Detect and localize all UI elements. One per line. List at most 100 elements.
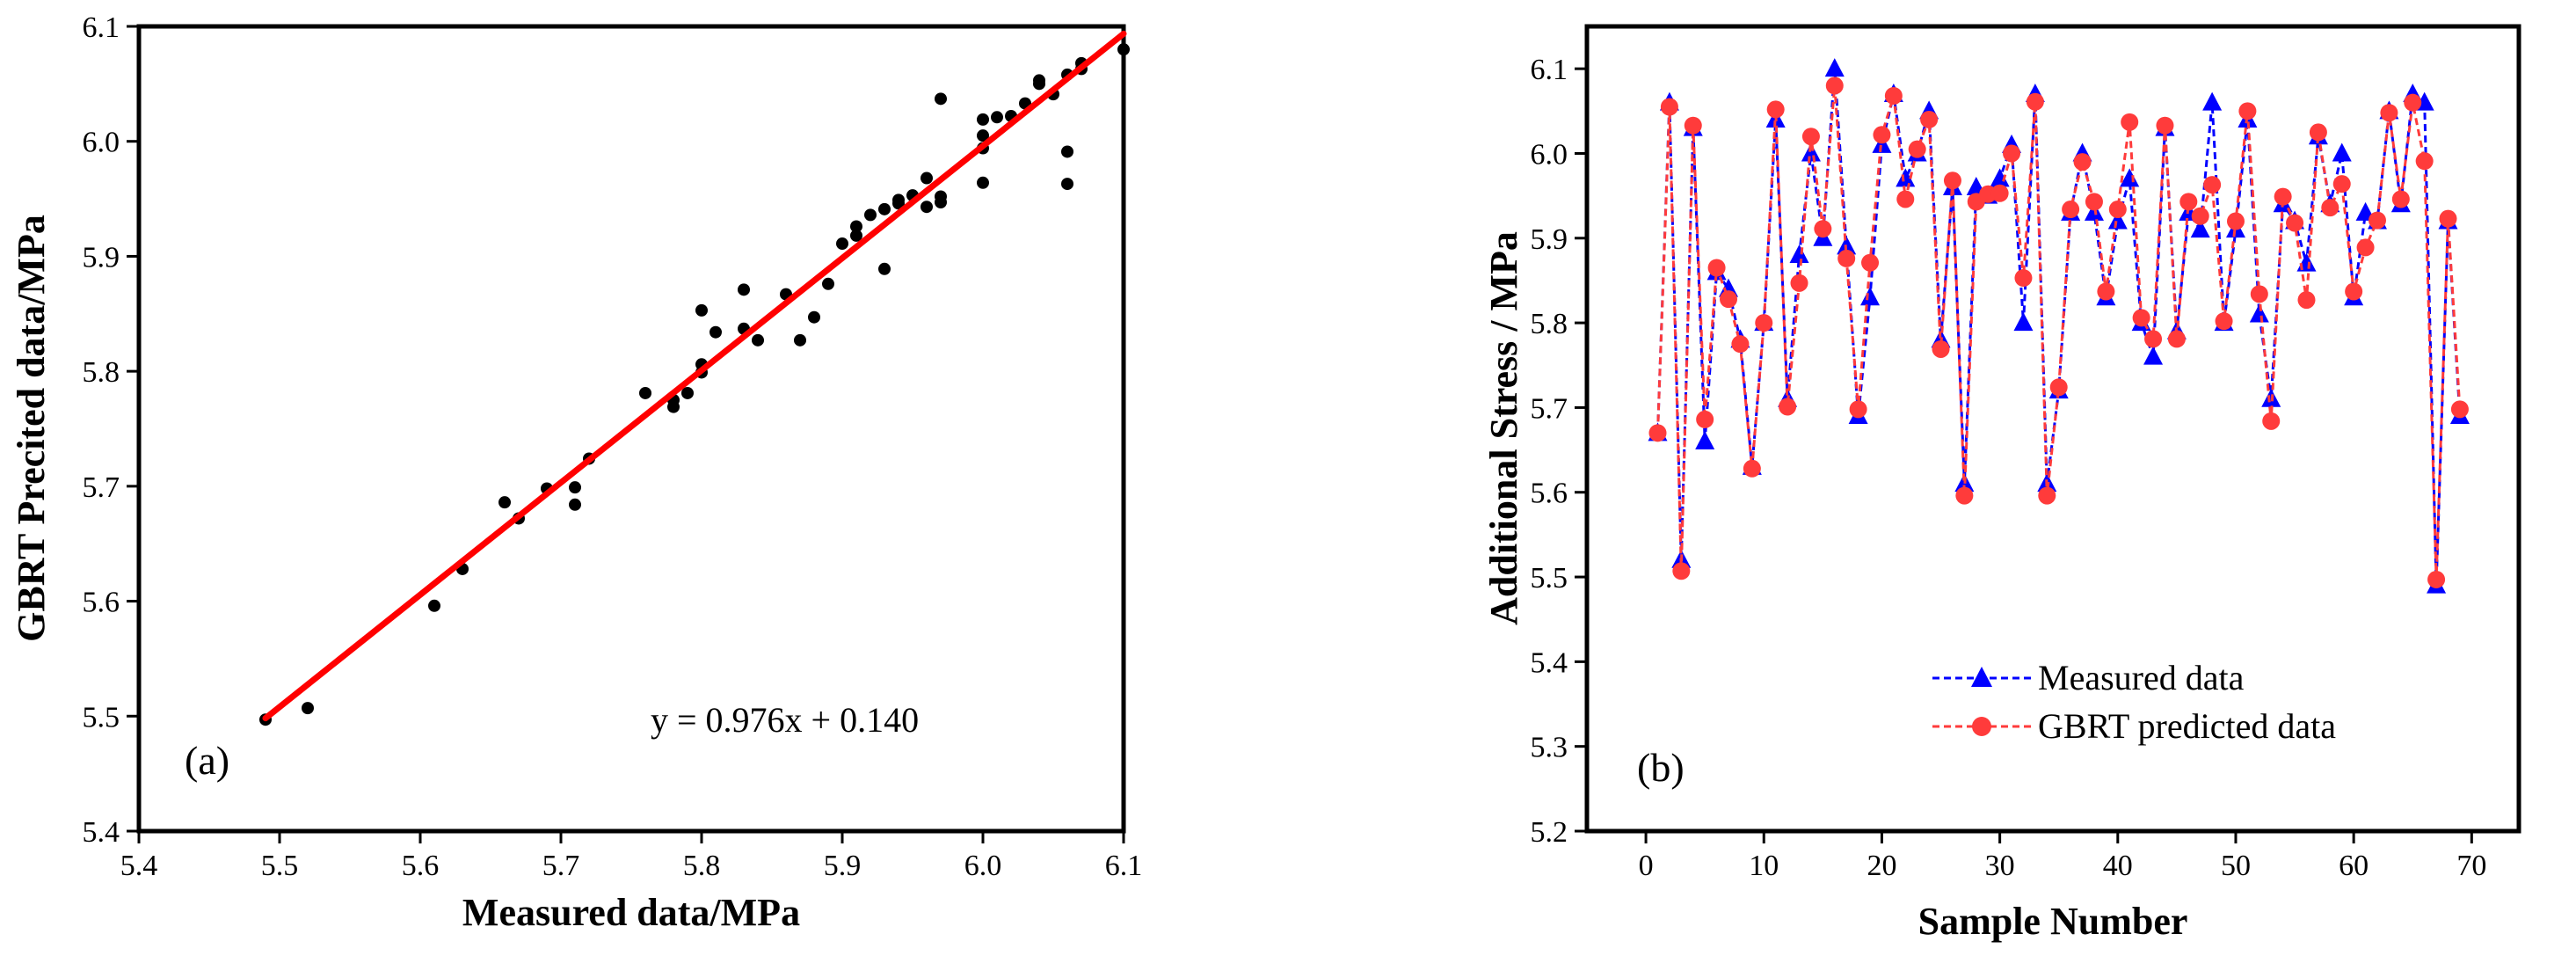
panel-a-x-axis-title: Measured data/MPa	[462, 891, 800, 934]
predicted-point-marker	[1696, 410, 1714, 428]
panel-a-y-tick-label: 5.8	[83, 356, 120, 389]
scatter-point	[302, 702, 314, 715]
measured-point-marker	[2143, 346, 2164, 365]
panel-b-y-tick-label: 5.5	[1531, 562, 1568, 595]
predicted-point-marker	[2297, 291, 2316, 310]
predicted-point-marker	[2450, 400, 2469, 419]
predicted-point-marker	[2404, 93, 2422, 112]
scatter-point	[836, 237, 848, 251]
panel-a-x-tick-label: 5.7	[542, 850, 580, 882]
measured-point-marker	[2107, 210, 2128, 230]
scatter-point	[681, 386, 694, 399]
scatter-point	[977, 176, 989, 189]
predicted-point-marker	[2191, 207, 2209, 225]
measured-point-marker	[2190, 219, 2210, 238]
panel-b-y-tick-label: 5.4	[1531, 646, 1568, 679]
predicted-point-marker	[2274, 187, 2292, 206]
scatter-point	[695, 303, 708, 317]
predicted-point-marker	[1849, 400, 1867, 419]
predicted-point-marker	[1672, 562, 1691, 580]
predicted-point-marker	[2321, 199, 2340, 217]
measured-point-marker	[1824, 58, 1845, 77]
predicted-point-marker	[1955, 486, 1974, 505]
panel-a-x-tick-label: 6.1	[1105, 850, 1143, 882]
predicted-point-marker	[2049, 378, 2068, 397]
predicted-point-marker	[2156, 116, 2174, 135]
panel-b-y-tick-label: 5.2	[1531, 816, 1568, 849]
predicted-point-marker	[1731, 335, 1750, 354]
panel-b-y-tick-label: 5.7	[1531, 392, 1568, 425]
predicted-point-marker	[2097, 282, 2115, 301]
scatter-point	[709, 325, 722, 339]
legend-predicted-circle-marker	[1972, 717, 1991, 736]
scatter-point	[752, 333, 764, 347]
predicted-point-marker	[2203, 176, 2222, 194]
predicted-point-marker	[1990, 184, 2009, 202]
scatter-point	[878, 202, 891, 215]
panel-b-y-tick-label: 6.0	[1531, 138, 1568, 171]
panel-b-y-axis-title: Additional Stress / MPa	[1482, 231, 1525, 625]
predicted-point-marker	[1684, 116, 1702, 135]
panel-a-x-tick-label: 5.5	[261, 850, 299, 882]
predicted-point-marker	[1837, 249, 1856, 267]
predicted-point-marker	[2085, 193, 2103, 211]
predicted-point-marker	[2226, 212, 2245, 230]
predicted-point-marker	[2356, 238, 2375, 257]
panel-b-x-tick-label: 40	[2103, 850, 2133, 882]
scatter-point	[1061, 145, 1073, 158]
scatter-point	[864, 208, 877, 222]
panel-b-legend: Measured data GBRT predicted data	[1932, 658, 2336, 746]
scatter-point	[569, 498, 581, 511]
panel-a-x-tick-label: 5.8	[683, 850, 721, 882]
predicted-point-marker	[1943, 171, 1961, 190]
scatter-point	[991, 111, 1003, 124]
panel-a-x-tick-label: 5.9	[824, 850, 862, 882]
predicted-point-marker	[1801, 128, 1820, 146]
predicted-point-marker	[1707, 259, 1726, 277]
panel-b-y-tick-label: 5.8	[1531, 308, 1568, 340]
predicted-point-marker	[1861, 253, 1880, 272]
panel-b-x-axis-title: Sample Number	[1918, 900, 2188, 943]
panel-b-y-tick-label: 5.6	[1531, 478, 1568, 510]
scatter-point	[977, 129, 989, 142]
panel-a-y-tick-label: 5.9	[83, 241, 120, 274]
predicted-point-marker	[2345, 282, 2363, 301]
scatter-point	[822, 277, 834, 290]
measured-point-marker	[1789, 244, 1809, 264]
panel-b-x-tick-label: 10	[1749, 850, 1779, 882]
panel-a-x-tick-label: 5.6	[402, 850, 440, 882]
predicted-point-marker	[2167, 330, 2186, 348]
panel-b-line-plot: 0 10 20 30 40 50 60 70 5.2 5.3 5.4 5.5 5.6 5.7 5.8 5.9 6…	[1482, 24, 2521, 943]
predicted-point-marker	[2038, 486, 2056, 505]
panel-a-ticks: 5.4 5.5 5.6 5.7 5.8 5.9 6.0 6.1 5.4 5.5 5.6 5.7 5.8 5…	[83, 11, 1143, 882]
panel-a-y-tick-label: 5.6	[83, 587, 120, 619]
panel-a-y-tick-label: 6.0	[83, 127, 120, 159]
scatter-point	[639, 386, 651, 399]
panel-b-y-tick-label: 5.9	[1531, 223, 1568, 256]
scatter-point	[1061, 178, 1073, 191]
scatter-point	[850, 229, 862, 242]
predicted-point-marker	[2250, 285, 2268, 303]
predicted-point-marker	[2262, 412, 2281, 430]
panel-b-x-tick-label: 30	[1985, 850, 2015, 882]
predicted-point-marker	[2368, 211, 2386, 230]
panel-b-y-tick-label: 6.1	[1531, 54, 1568, 86]
scatter-point	[935, 190, 947, 203]
predicted-point-marker	[1790, 274, 1808, 292]
measured-point-marker	[2202, 91, 2223, 111]
legend-predicted-label: GBRT predicted data	[2038, 706, 2336, 746]
predicted-point-marker	[2003, 144, 2021, 163]
panel-a-x-tick-label: 5.4	[120, 850, 158, 882]
measured-series-line	[1656, 69, 2462, 586]
panel-b-label: (b)	[1637, 745, 1685, 790]
predicted-point-marker	[2073, 153, 2092, 171]
panel-b-x-tick-label: 60	[2339, 850, 2369, 882]
predicted-point-marker	[2309, 123, 2327, 142]
measured-point-marker	[1872, 134, 1892, 153]
predicted-point-marker	[1660, 98, 1678, 116]
panel-b-y-tick-label: 5.3	[1531, 732, 1568, 764]
panel-a-equation: y = 0.976x + 0.140	[651, 700, 919, 740]
scatter-point	[808, 310, 820, 324]
measured-point-marker	[2249, 303, 2269, 323]
